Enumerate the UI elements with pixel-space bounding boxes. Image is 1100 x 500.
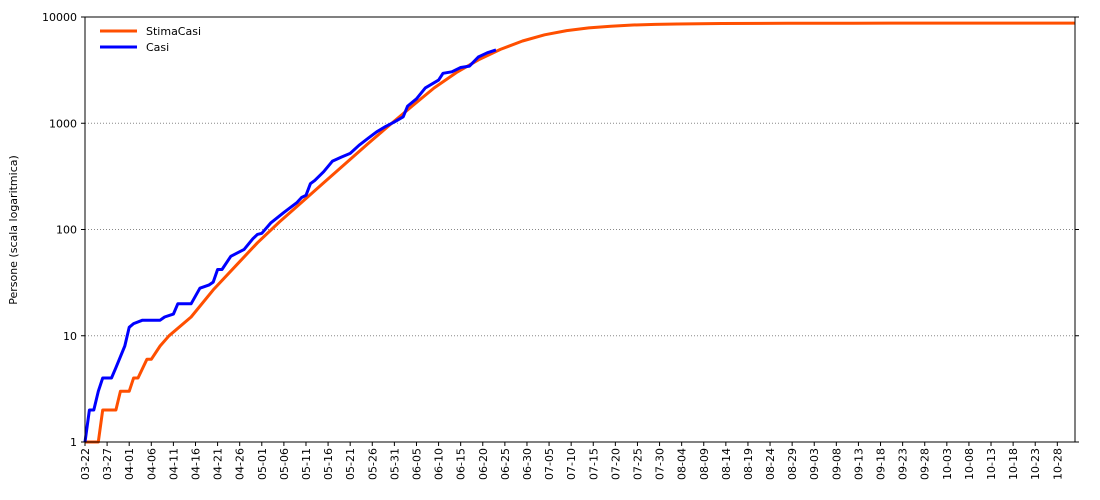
- y-tick-label: 10000: [42, 11, 77, 24]
- x-tick-label: 07-20: [609, 448, 622, 480]
- x-tick-label: 07-10: [565, 448, 578, 480]
- x-tick-label: 08-29: [786, 448, 799, 480]
- x-tick-label: 05-11: [300, 448, 313, 480]
- legend-label-stimacasi: StimaCasi: [146, 25, 201, 38]
- x-axis: 03-22 03-27 04-01 04-06 04-11 04-16 04-21 04-26…: [79, 442, 1064, 480]
- x-tick-label: 09-28: [919, 448, 932, 480]
- x-tick-label: 07-15: [587, 448, 600, 480]
- y-tick-label: 1000: [49, 117, 77, 130]
- x-tick-label: 09-18: [875, 448, 888, 480]
- y-tick-label: 10: [63, 330, 77, 343]
- x-tick-label: 10-03: [941, 448, 954, 480]
- x-tick-label: 10-13: [985, 448, 998, 480]
- x-tick-label: 04-06: [145, 448, 158, 480]
- x-tick-label: 09-03: [808, 448, 821, 480]
- y-axis: 1 10 100 1000 10000: [42, 11, 1079, 449]
- x-tick-label: 08-14: [720, 448, 733, 480]
- x-tick-label: 10-18: [1007, 448, 1020, 480]
- x-tick-label: 05-26: [366, 448, 379, 480]
- x-tick-label: 06-25: [499, 448, 512, 480]
- x-tick-label: 06-20: [477, 448, 490, 480]
- x-tick-label: 10-08: [963, 448, 976, 480]
- series-line-casi: [83, 48, 497, 443]
- x-tick-label: 07-25: [631, 448, 644, 480]
- x-tick-label: 08-19: [742, 448, 755, 480]
- x-tick-label: 04-11: [167, 448, 180, 480]
- x-tick-label: 06-05: [410, 448, 423, 480]
- x-tick-label: 09-08: [830, 448, 843, 480]
- x-tick-label: 08-09: [698, 448, 711, 480]
- x-tick-label: 05-16: [322, 448, 335, 480]
- x-tick-label: 04-26: [234, 448, 247, 480]
- x-tick-label: 06-15: [455, 448, 468, 480]
- x-tick-label: 07-05: [543, 448, 556, 480]
- x-tick-label: 09-13: [852, 448, 865, 480]
- x-tick-label: 07-30: [654, 448, 667, 480]
- x-tick-label: 09-23: [897, 448, 910, 480]
- x-tick-label: 04-21: [212, 448, 225, 480]
- x-tick-label: 03-22: [79, 448, 92, 480]
- x-tick-label: 03-27: [101, 448, 114, 480]
- x-tick-label: 05-06: [278, 448, 291, 480]
- y-tick-label: 1: [70, 436, 77, 449]
- series-line-stimacasi: [85, 21, 1075, 444]
- x-tick-label: 08-04: [676, 448, 689, 480]
- x-tick-label: 05-21: [344, 448, 357, 480]
- y-tick-label: 100: [56, 224, 77, 237]
- legend-label-casi: Casi: [146, 41, 169, 54]
- y-axis-label: Persone (scala logaritmica): [7, 155, 20, 305]
- legend: StimaCasi Casi: [100, 25, 201, 54]
- x-tick-label: 05-31: [388, 448, 401, 480]
- x-tick-label: 04-01: [123, 448, 136, 480]
- x-tick-label: 06-30: [521, 448, 534, 480]
- x-tick-label: 04-16: [189, 448, 202, 480]
- x-tick-label: 06-10: [433, 448, 446, 480]
- x-tick-label: 05-01: [256, 448, 269, 480]
- series-layer: [83, 21, 1075, 444]
- grid-layer: [85, 122, 1075, 337]
- x-tick-label: 08-24: [764, 448, 777, 480]
- x-tick-label: 10-28: [1051, 448, 1064, 480]
- x-tick-label: 10-23: [1029, 448, 1042, 480]
